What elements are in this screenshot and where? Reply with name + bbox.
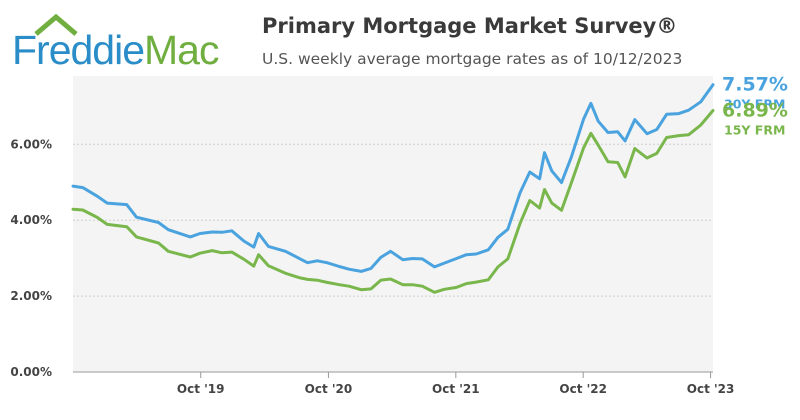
x-tick-label: Oct '19 xyxy=(177,382,225,396)
house-roof-icon xyxy=(34,13,78,36)
y-tick-label: 2.00% xyxy=(10,289,52,303)
series-end-value-15y: 6.89% xyxy=(722,100,788,122)
series-line-15y xyxy=(71,109,715,294)
y-tick-label: 6.00% xyxy=(10,137,52,151)
series-line-30y xyxy=(71,83,715,273)
plot-area xyxy=(73,76,713,372)
logo-wordmark: FreddieMac xyxy=(12,27,219,73)
x-tick-label: Oct '20 xyxy=(305,382,353,396)
x-tick-label: Oct '22 xyxy=(559,382,607,396)
series-name-15y: 15Y FRM xyxy=(724,123,785,138)
x-tick-label: Oct '21 xyxy=(432,382,480,396)
x-tick-label: Oct '23 xyxy=(687,382,735,396)
y-tick-label: 0.00% xyxy=(10,365,52,379)
logo-word-freddie: Freddie xyxy=(12,27,145,73)
series-name-30y: 30Y FRM xyxy=(724,97,785,112)
y-tick-label: 4.00% xyxy=(10,213,52,227)
logo-word-mac: Mac xyxy=(144,27,219,73)
series-end-value-30y: 7.57% xyxy=(722,74,788,96)
freddie-mac-logo: FreddieMac xyxy=(12,8,262,78)
chart-title: Primary Mortgage Market Survey® xyxy=(262,14,678,38)
chart-subtitle: U.S. weekly average mortgage rates as of… xyxy=(262,50,683,68)
